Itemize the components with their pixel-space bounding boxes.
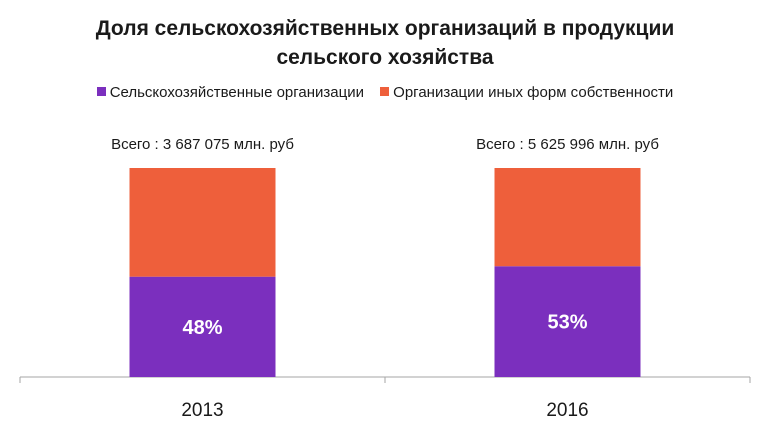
total-label: Всего : 5 625 996 млн. руб [476, 136, 659, 153]
chart-title: Доля сельскохозяйственных организаций в … [0, 14, 770, 72]
legend-item-other: Организации иных форм собственности [380, 84, 673, 101]
x-tick-label: 2016 [546, 400, 588, 421]
bar-segment-other [129, 168, 276, 277]
chart-title-line1: Доля сельскохозяйственных организаций в … [95, 17, 675, 40]
legend-swatch-agri [96, 87, 106, 96]
legend-item-agri: Сельскохозяйственные организации [96, 84, 364, 101]
x-tick-label: 2013 [181, 400, 223, 421]
bar-segment-agri [494, 266, 641, 377]
chart-title-line2: сельского хозяйства [276, 46, 494, 69]
total-label: Всего : 3 687 075 млн. руб [111, 136, 294, 153]
legend-swatch-other [380, 87, 390, 96]
bar-segment-other [494, 168, 641, 267]
bar-segment-agri [129, 276, 276, 377]
legend-label-agri: Сельскохозяйственные организации [109, 84, 364, 101]
legend: Сельскохозяйственные организации Организ… [0, 84, 770, 101]
data-label: 53% [547, 312, 587, 334]
data-label: 48% [182, 317, 222, 339]
legend-label-other: Организации иных форм собственности [393, 84, 674, 101]
